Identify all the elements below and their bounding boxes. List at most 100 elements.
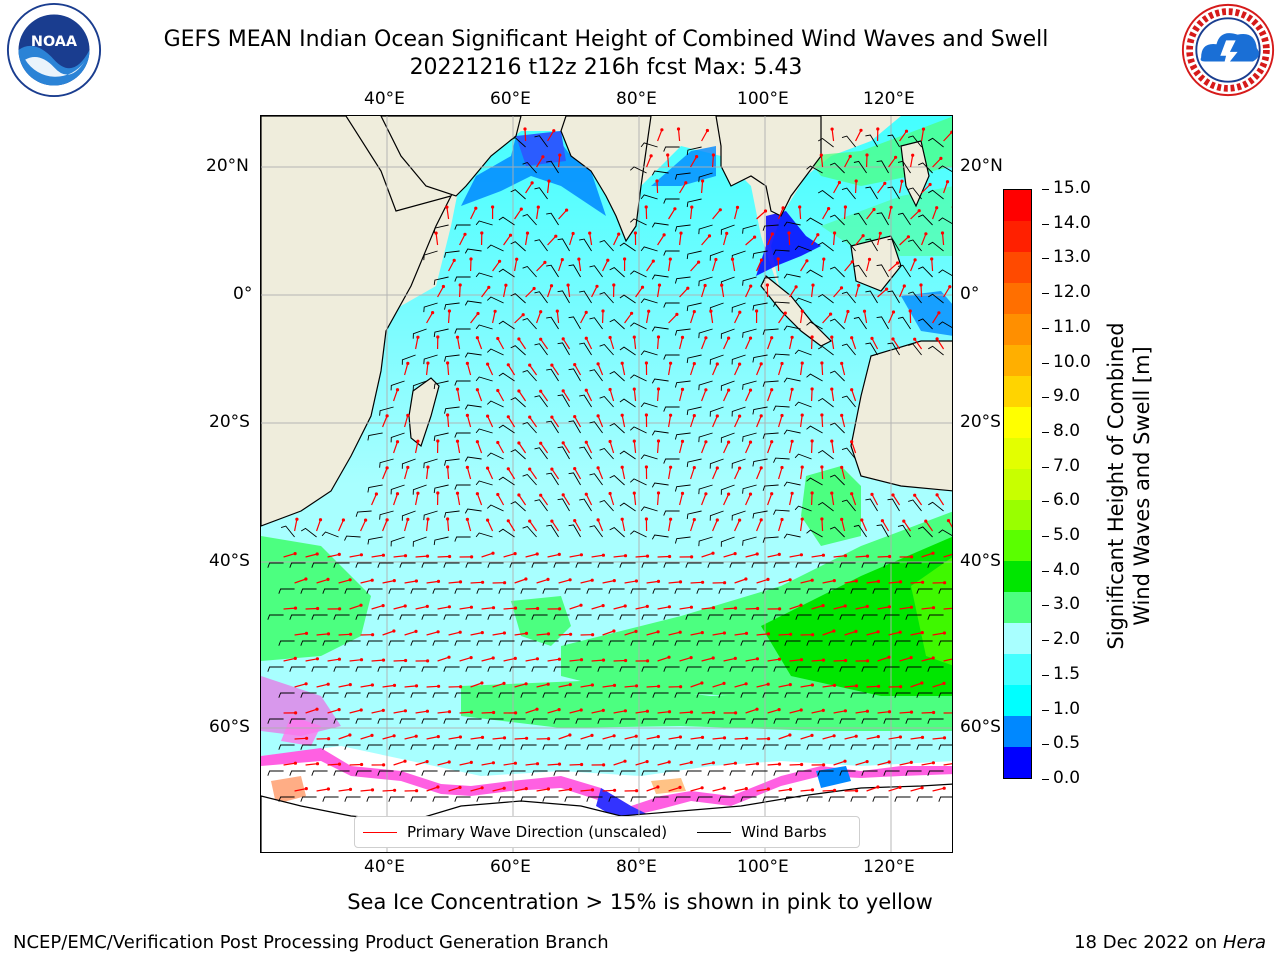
colorbar-segment	[1004, 623, 1031, 655]
colorbar-tick	[1042, 570, 1049, 572]
wave-direction-arrow	[597, 467, 604, 480]
map-title: GEFS MEAN Indian Ocean Significant Heigh…	[163, 27, 1049, 52]
wave-arrow-head	[759, 258, 764, 262]
wave-direction-arrow	[327, 763, 340, 766]
wave-arrow-head	[705, 128, 709, 133]
colorbar-tick	[1042, 189, 1049, 190]
wave-arrow-head	[539, 493, 543, 497]
wave-direction-arrow	[602, 580, 615, 584]
wave-direction-arrow	[327, 709, 340, 714]
wave-arrow-head	[921, 580, 925, 584]
wave-direction-arrow	[866, 209, 875, 220]
wave-direction-arrow	[887, 207, 892, 220]
wind-barb	[300, 527, 317, 538]
lat-tick-right-60s: 60°S	[960, 717, 1001, 737]
wave-direction-arrow	[881, 520, 890, 532]
wind-barb	[853, 264, 867, 278]
wave-direction-arrow	[466, 519, 472, 532]
wave-direction-arrow	[585, 389, 593, 402]
wind-barb	[897, 524, 911, 538]
wind-barb	[641, 562, 658, 568]
wind-barb	[784, 692, 801, 698]
wind-barb	[589, 525, 603, 538]
wave-arrow-head	[406, 517, 410, 521]
wave-direction-arrow	[909, 155, 914, 168]
wind-barb	[828, 588, 845, 594]
wind-barb	[729, 770, 746, 776]
wave-arrow-head	[800, 309, 804, 313]
wave-arrow-head	[392, 579, 396, 583]
wind-barb	[546, 472, 559, 486]
wave-arrow-head	[766, 682, 770, 686]
wave-arrow-head	[341, 518, 345, 522]
wave-arrow-head	[844, 658, 848, 663]
wind-barb	[762, 796, 779, 802]
wave-direction-arrow	[701, 711, 714, 714]
wind-barb	[709, 250, 724, 261]
wave-direction-arrow	[503, 234, 511, 246]
wave-arrow-head	[707, 234, 712, 238]
wave-arrow-head	[854, 579, 859, 583]
wave-direction-arrow	[470, 313, 479, 324]
wave-arrow-head	[337, 657, 341, 661]
wave-arrow-head	[756, 606, 760, 611]
wind-barb	[355, 510, 372, 517]
wave-arrow-head	[738, 310, 742, 314]
wave-arrow-head	[722, 736, 727, 740]
wave-arrow-head	[678, 735, 682, 739]
wave-direction-arrow	[558, 579, 571, 584]
wave-direction-arrow	[668, 208, 676, 220]
wind-barb	[817, 770, 834, 776]
legend-wave-direction: Primary Wave Direction (unscaled)	[407, 823, 668, 841]
wave-direction-arrow	[349, 709, 362, 714]
wind-barb	[853, 316, 867, 330]
wave-direction-arrow	[558, 734, 571, 740]
lon-tick-top-100e: 100°E	[737, 89, 789, 109]
wave-direction-arrow	[316, 788, 329, 792]
wave-arrow-head	[381, 604, 385, 608]
wave-direction-arrow	[448, 786, 461, 792]
wave-direction-arrow	[789, 286, 797, 298]
wave-direction-arrow	[536, 633, 549, 636]
wave-arrow-head	[887, 710, 892, 714]
wind-barb	[905, 562, 922, 568]
wave-direction-arrow	[621, 415, 626, 428]
wind-barb	[443, 770, 460, 776]
lat-tick-left-40s: 40°S	[209, 551, 250, 571]
wave-direction-arrow	[609, 441, 615, 454]
wind-barb	[908, 343, 922, 356]
wind-barb	[850, 640, 867, 646]
wave-arrow-head	[547, 179, 551, 183]
wave-arrow-head	[722, 681, 726, 686]
wind-barb	[619, 562, 636, 568]
wave-arrow-head	[508, 233, 513, 237]
wave-arrow-head	[940, 231, 945, 235]
wave-direction-arrow	[525, 182, 533, 194]
wind-barb	[640, 402, 658, 408]
vector-field	[267, 127, 952, 802]
wave-direction-arrow	[668, 313, 678, 324]
colorbar-tick-label: 5.0	[1053, 525, 1081, 546]
wave-arrow-head	[810, 491, 814, 495]
wind-barb	[510, 449, 526, 460]
wave-direction-arrow	[745, 236, 755, 246]
wave-arrow-head	[704, 336, 708, 340]
wind-barb	[433, 224, 449, 234]
wave-arrow-head	[700, 631, 704, 635]
wave-arrow-head	[891, 337, 895, 341]
wave-direction-arrow	[943, 286, 951, 298]
wave-arrow-head	[913, 258, 917, 262]
wave-direction-arrow	[667, 363, 672, 376]
wave-direction-arrow	[888, 262, 898, 272]
wave-direction-arrow	[899, 657, 912, 662]
wind-barb	[740, 640, 757, 646]
wave-direction-arrow	[293, 519, 298, 532]
wind-barb	[850, 588, 867, 594]
wind-barb	[784, 744, 801, 750]
wind-barb	[751, 614, 768, 620]
wave-arrow-head	[810, 788, 815, 792]
wave-arrow-head	[759, 362, 763, 366]
wave-direction-arrow	[569, 233, 574, 246]
wave-direction-arrow	[414, 337, 419, 350]
wave-direction-arrow	[892, 338, 901, 350]
